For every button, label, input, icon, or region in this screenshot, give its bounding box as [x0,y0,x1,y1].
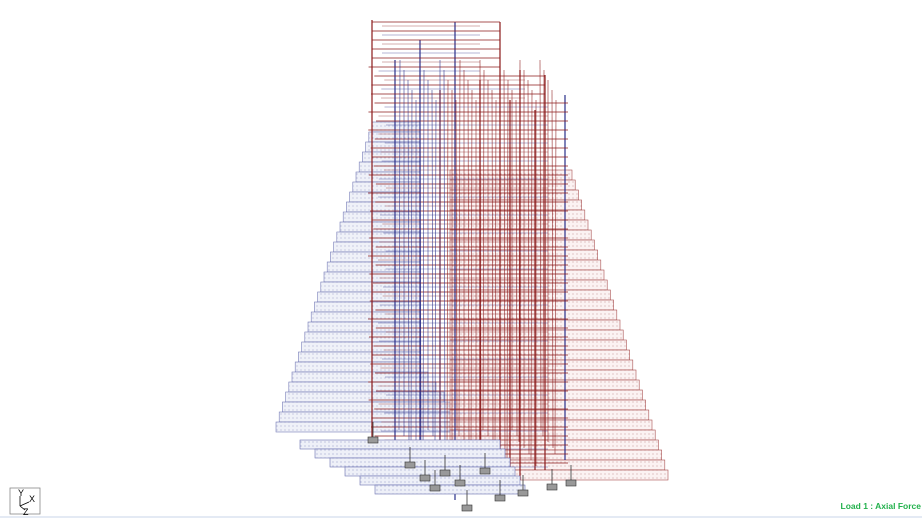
frame-member [554,99,557,455]
frame-member [503,69,506,461]
floor-plate [359,475,521,486]
support [404,461,416,469]
force-diagram-step [294,361,421,373]
force-diagram-step [326,261,421,273]
triad-z-label: Z [23,507,29,517]
support [367,436,379,444]
frame-member [407,79,410,443]
support [429,484,441,492]
force-diagram-step [449,269,605,281]
force-diagram-step [449,339,627,351]
frame-member [458,59,461,437]
force-diagram-step [449,289,611,301]
axis-triad: Y X Z [9,487,41,517]
frame-member [491,89,494,443]
force-diagram-step [371,121,421,133]
frame-member [539,59,542,431]
force-diagram-step [301,341,421,353]
triad-x-label: X [29,494,35,504]
frame-member [431,89,434,437]
status-label: Load 1 : Axial Force [841,501,922,511]
force-diagram-step [355,171,421,183]
support [494,494,506,502]
support [517,489,529,497]
force-diagram-step [449,199,582,211]
triad-z-axis [19,505,26,511]
frame-member [434,99,437,443]
frame-member [518,59,521,443]
force-diagram-step [449,309,618,321]
frame-member [470,89,473,455]
force-diagram-step [352,181,421,193]
frame-member [398,59,401,431]
triad-x-axis [19,501,30,507]
force-diagram-step [449,189,579,201]
frame-member [467,79,470,449]
force-diagram-step [336,231,421,243]
floor-plate [329,457,511,468]
support [439,469,451,477]
force-diagram-step [298,351,421,363]
frame-member [551,89,554,449]
structure-model [275,20,669,512]
triad-box [9,487,41,515]
frame-member [527,79,530,455]
support [479,467,491,475]
force-diagram-step [449,219,589,231]
force-diagram-step [307,321,421,333]
frame-member [422,69,425,467]
force-diagram-step [339,221,421,233]
frame-member [443,69,446,455]
support [546,483,558,491]
force-diagram-step [346,201,421,213]
floor-plate [299,439,501,450]
frame-member [479,59,482,467]
support [461,504,473,512]
force-diagram-step [330,251,421,263]
force-diagram-step [288,381,437,393]
force-diagram-step [449,179,576,191]
frame-member [542,69,545,437]
frame-member [446,79,449,461]
force-diagram-step [282,401,453,413]
support [565,479,577,487]
triad-y-label: Y [18,488,24,498]
frame-member [410,89,413,449]
force-diagram-step [317,291,421,303]
frame-member [530,89,533,461]
frame-member [482,69,485,431]
force-diagram-step [358,161,421,173]
floor-plate [374,484,526,495]
frame-member [419,59,422,461]
frame-member [506,79,509,467]
force-diagram-step [449,359,634,371]
frame-member [515,99,518,437]
support [454,479,466,487]
frame-member [494,99,497,449]
frame-member [455,99,458,431]
support [419,474,431,482]
